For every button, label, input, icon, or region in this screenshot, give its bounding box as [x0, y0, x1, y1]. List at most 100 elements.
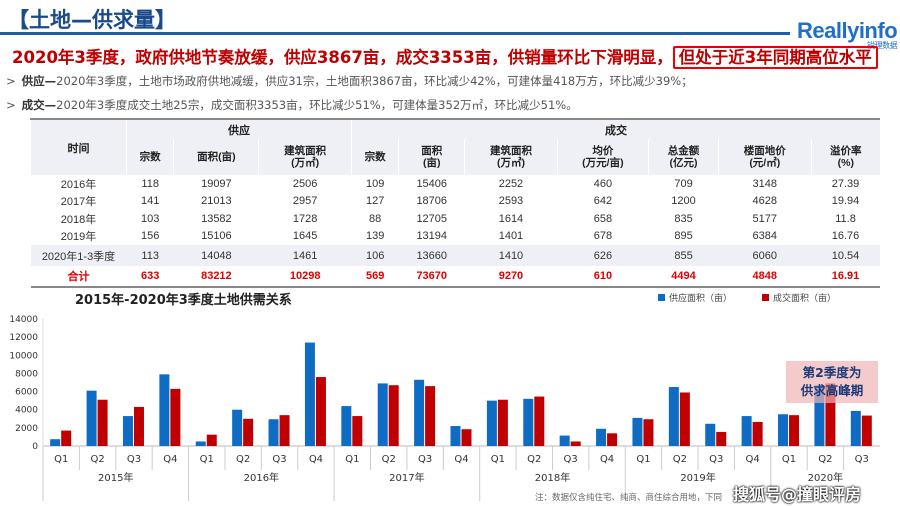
- table-cell: 5177: [752, 212, 778, 225]
- table-cell: 141: [141, 195, 160, 208]
- y-tick-label: 10000: [9, 351, 38, 361]
- bar-supply: [195, 441, 206, 446]
- table-cell: 73670: [398, 266, 465, 288]
- year-label: 2020年: [808, 471, 843, 484]
- y-tick-label: 6000: [15, 388, 38, 398]
- header-time: 时间: [30, 118, 127, 175]
- subheader: 面积(亩): [398, 139, 465, 175]
- x-tick-label: Q2: [527, 454, 541, 465]
- table-cell: 13194: [416, 230, 448, 243]
- bar-supply: [341, 406, 352, 446]
- x-tick-label: Q3: [418, 454, 432, 465]
- page-title: 【土地—供求量】: [8, 8, 176, 32]
- bar-deal: [461, 429, 472, 446]
- table-cell: 2018年: [60, 213, 97, 226]
- year-label: 2017年: [389, 471, 424, 484]
- bar-supply: [377, 383, 388, 446]
- table-row: 2019年 156 15106 1645 139 13194 1401 678 895 6384 1…: [31, 228, 881, 246]
- legend-supply: 供应面积（亩）: [658, 291, 732, 304]
- table-cell: 1614: [498, 212, 524, 225]
- bar-deal: [643, 419, 654, 446]
- bar-deal: [206, 434, 217, 446]
- bar-supply: [232, 409, 243, 446]
- bar-supply: [122, 416, 133, 446]
- x-tick-label: Q2: [236, 454, 250, 465]
- logo: Reallyinfo 锐理数据: [797, 18, 898, 50]
- table-cell: 569: [351, 266, 399, 288]
- bar-deal: [716, 431, 727, 446]
- table-cell: 6060: [718, 245, 812, 266]
- table-row: 2017年 141 21013 2957 127 18706 2593 642 1200 4628…: [31, 193, 881, 211]
- x-tick-label: Q1: [636, 454, 650, 465]
- subheader: 均价 (万元/亩): [556, 139, 649, 175]
- table-cell: 10.54: [811, 245, 880, 266]
- chart-title: 2015年-2020年3季度土地供需关系: [75, 293, 292, 308]
- table-cell: 460: [593, 177, 613, 190]
- table-cell: 118: [141, 177, 159, 190]
- table-cell: 13582: [201, 212, 232, 225]
- table-cell: 626: [557, 245, 649, 266]
- chevron-right-icon: >: [6, 74, 16, 88]
- table-cell: 895: [674, 230, 693, 243]
- y-tick-label: 12000: [9, 333, 38, 343]
- title-divider: [0, 32, 790, 35]
- table-cell: 127: [365, 195, 385, 208]
- table-cell: 2019年: [60, 231, 97, 244]
- table-cell: 1645: [292, 230, 318, 243]
- x-tick-label: Q3: [855, 454, 869, 465]
- table-cell: 2252: [498, 177, 524, 190]
- table-cell: 139: [365, 230, 385, 243]
- year-label: 2019年: [680, 471, 715, 484]
- bar-deal: [534, 396, 545, 446]
- bar-supply: [159, 374, 170, 446]
- bar-deal: [570, 441, 581, 446]
- bar-deal: [243, 418, 254, 446]
- table-cell: 合计: [30, 266, 127, 288]
- table-cell: 16.76: [831, 230, 860, 243]
- subheader: 总金额 (亿元): [648, 139, 719, 175]
- x-tick-label: Q1: [345, 454, 359, 465]
- table-cell: 610: [557, 266, 649, 288]
- table-cell: 709: [674, 177, 693, 190]
- x-tick-label: Q3: [127, 454, 141, 465]
- table-cell: 15106: [201, 230, 232, 243]
- y-tick-label: 14000: [9, 315, 38, 325]
- table-cell: 13660: [398, 245, 465, 266]
- bar-supply: [850, 410, 861, 446]
- table-cell: 2506: [292, 177, 318, 190]
- table-cell: 2016年: [60, 178, 97, 191]
- x-tick-label: Q1: [200, 454, 214, 465]
- annotation-line: 第2季度为: [802, 365, 862, 380]
- table-cell: 109: [365, 177, 385, 190]
- bullet-supply: > 供应—2020年3季度，土地市场政府供地减缓，供应31宗，土地面积3867亩，…: [6, 74, 693, 88]
- table-cell: 1200: [671, 195, 696, 208]
- table-cell: 106: [351, 245, 399, 266]
- bar-deal: [170, 388, 181, 446]
- bar-deal: [97, 399, 108, 446]
- table-cell: 1410: [464, 245, 558, 266]
- chart-annotation: 第2季度为 供求高峰期: [786, 361, 878, 403]
- subheader: 楼面地价 (元/㎡): [718, 139, 812, 175]
- table-cell: 6384: [752, 230, 778, 243]
- table-cell: 88: [369, 212, 382, 225]
- subheader: 建筑面积 (万㎡): [258, 139, 352, 175]
- subheader: 溢价率 (%): [810, 139, 880, 175]
- bar-deal: [388, 385, 399, 446]
- bar-supply: [596, 428, 607, 446]
- bar-supply: [450, 426, 461, 446]
- legend-deal: 成交面积（亩）: [762, 291, 836, 304]
- bar-deal: [497, 399, 508, 446]
- bar-supply: [523, 398, 534, 446]
- table-cell: 12705: [416, 212, 448, 225]
- table-cell: 835: [674, 212, 693, 225]
- bar-supply: [741, 416, 752, 446]
- bullet-deal: > 成交—2020年3季度成交土地25宗，成交面积3353亩，环比减少51%，可建…: [6, 98, 578, 112]
- watermark: 搜狐号@撞眼评房: [733, 485, 862, 504]
- bar-deal: [825, 383, 836, 446]
- table-cell: 10298: [258, 266, 352, 288]
- table-cell: 156: [141, 230, 160, 243]
- legend-swatch: [658, 294, 665, 301]
- x-tick-label: Q1: [54, 454, 68, 465]
- x-tick-label: Q3: [709, 454, 723, 465]
- bar-supply: [50, 439, 61, 446]
